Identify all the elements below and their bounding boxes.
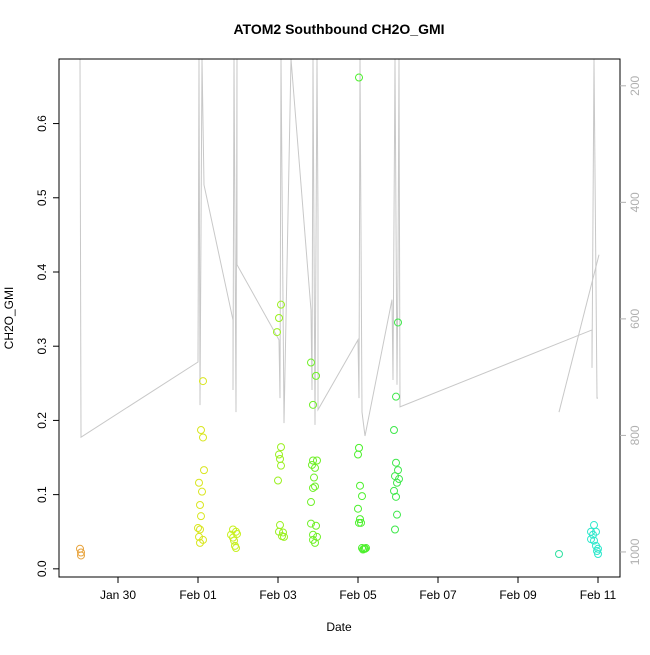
data-point [77,551,85,560]
data-point [277,461,285,470]
data-point [199,433,207,442]
data-point [273,328,281,337]
data-point [391,525,399,534]
y-tick-label: 0.4 [35,263,49,280]
x-tick-label: Feb 07 [419,588,457,602]
plot-frame [58,58,621,578]
plot-area [76,59,602,560]
data-point [309,456,317,465]
data-point [307,519,315,528]
data-point [199,377,207,386]
data-point [198,487,206,496]
data-point [590,536,598,545]
data-point [355,518,363,527]
y2-tick-label: 400 [628,192,642,212]
data-point [196,538,204,547]
data-point [277,300,285,309]
data-point [195,532,203,541]
data-point [390,486,398,495]
data-point [279,528,287,537]
data-point [393,478,401,487]
chart-title: ATOM2 Southbound CH2O_GMI [233,21,444,37]
data-point [313,532,321,541]
data-point [197,426,205,435]
data-point [230,536,238,545]
x-axis-label: Date [326,620,352,634]
x-tick-label: Feb 11 [580,588,617,602]
data-point [277,443,285,452]
data-point [309,400,317,409]
y2-tick-label: 1000 [628,538,642,565]
x-tick-label: Feb 09 [499,588,537,602]
data-point [276,455,284,464]
data-point [589,530,597,539]
x-tick-label: Feb 05 [339,588,377,602]
data-point [355,73,363,82]
data-point [312,521,320,530]
data-point [392,392,400,401]
y-tick-label: 0.2 [35,412,49,429]
data-point [194,524,202,533]
data-point [555,549,563,558]
y-tick-label: 0.0 [35,560,49,577]
pressure-line [558,254,600,413]
data-point [274,476,282,485]
data-point [394,318,402,327]
y2-tick-label: 200 [628,75,642,95]
y-tick-label: 0.5 [35,189,49,206]
data-point [358,492,366,501]
x-tick-label: Jan 30 [100,588,136,602]
data-point [313,456,321,465]
data-point [395,475,403,484]
data-point [311,463,319,472]
data-point [307,358,315,367]
data-point [280,532,288,541]
data-point [196,501,204,510]
data-point [392,492,400,501]
data-point [357,518,365,527]
data-point [307,498,315,507]
data-point [309,483,317,492]
data-point [275,314,283,322]
data-point [196,525,204,534]
data-point [311,538,319,547]
data-point [393,510,401,519]
data-point [356,481,364,490]
data-point [232,544,240,553]
data-point [310,473,318,482]
y-tick-label: 0.6 [35,115,49,132]
pressure-line [79,59,598,439]
data-point [392,458,400,467]
data-point [195,478,203,487]
y2-tick-label: 800 [628,425,642,445]
data-point [312,371,320,380]
data-point [354,450,362,459]
data-point [590,521,598,530]
data-point [275,450,283,459]
y2-tick-label: 600 [628,309,642,329]
y-tick-label: 0.3 [35,338,49,355]
x-tick-label: Feb 03 [259,588,297,602]
data-point [311,482,319,491]
data-point [309,530,317,539]
data-point [77,548,85,557]
data-point [594,549,602,558]
data-point [355,443,363,452]
data-point [197,512,205,521]
data-point [276,521,284,530]
x-tick-label: Feb 01 [179,588,217,602]
y-tick-label: 0.1 [35,486,49,503]
data-point [356,515,364,524]
data-point [362,544,370,553]
data-point [354,504,362,513]
data-point [390,426,398,435]
data-point [200,466,208,475]
y-axis-label: CH2O_GMI [2,287,16,350]
